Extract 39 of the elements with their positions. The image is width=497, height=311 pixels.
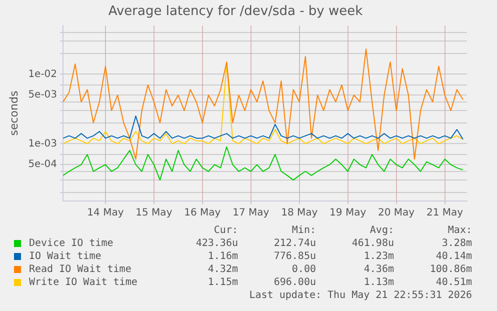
text: 776.85u	[272, 250, 316, 263]
x-tick-label: 19 May	[330, 208, 366, 219]
text: 1.23m	[362, 250, 394, 263]
x-tick-label: 18 May	[281, 208, 318, 219]
x-tick-label: 16 May	[184, 208, 221, 219]
x-tick-label: 17 May	[232, 208, 270, 219]
text: 1.15m	[206, 276, 238, 289]
x-tick-label: 20 May	[378, 208, 415, 219]
x-tick-label: 15 May	[136, 208, 172, 219]
y-tick-label: 1e-03	[28, 138, 58, 150]
chart-title: Average latency for /dev/sda - by week	[108, 4, 364, 20]
text: 423.36u	[194, 237, 238, 250]
legend-label: Write IO Wait time	[29, 276, 138, 289]
text: 0.00	[290, 263, 316, 276]
text: 1.16m	[206, 250, 238, 263]
text: 461.98u	[350, 237, 394, 250]
x-tick-label: 21 May	[426, 208, 464, 219]
text: 212.74u	[272, 237, 316, 250]
text: 1.13m	[362, 276, 394, 289]
legend-label: Read IO Wait time	[29, 263, 132, 276]
text: 3.28m	[440, 237, 472, 250]
legend-label: Device IO time	[29, 237, 114, 250]
text: Min:	[290, 224, 316, 237]
text: 4.36m	[362, 263, 394, 276]
text: 100.86m	[428, 263, 472, 276]
y-axis-title: seconds	[7, 90, 20, 136]
x-tick-label: 14 May	[87, 208, 124, 219]
text: 40.14m	[434, 250, 472, 263]
text: 696.00u	[272, 276, 316, 289]
legend-label: IO Wait time	[29, 250, 102, 263]
y-tick-label: 5e-03	[28, 90, 58, 101]
text: Max:	[446, 224, 472, 237]
y-tick-label: 1e-02	[28, 68, 58, 80]
text: 4.32m	[206, 263, 238, 276]
text: Last update: Thu May 21 22:55:31 2026	[249, 289, 472, 302]
y-tick-label: 5e-04	[28, 159, 58, 170]
text: 40.51m	[434, 276, 472, 289]
text: Avg:	[368, 224, 394, 237]
text: Cur:	[212, 224, 238, 237]
